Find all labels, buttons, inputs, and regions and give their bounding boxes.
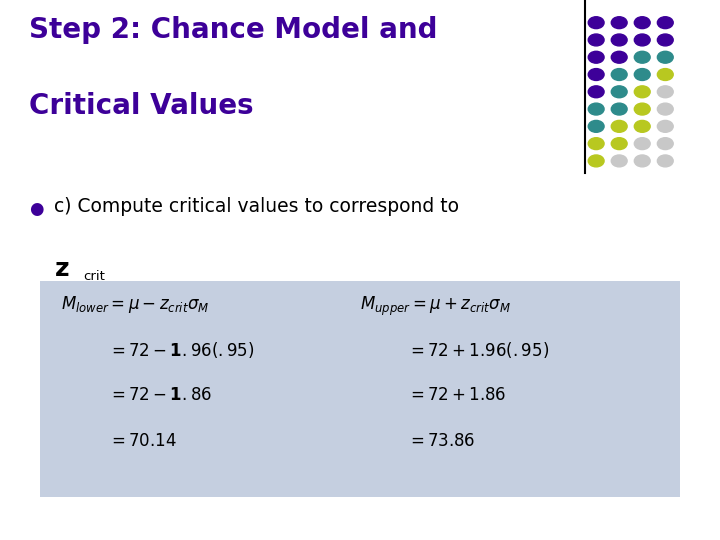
Text: Critical Values: Critical Values [29,92,253,120]
Text: $M_{lower} = \mu - z_{crit}\sigma_M$: $M_{lower} = \mu - z_{crit}\sigma_M$ [61,294,210,315]
Circle shape [634,138,650,150]
Circle shape [611,69,627,80]
Circle shape [634,34,650,46]
Circle shape [657,69,673,80]
Circle shape [611,138,627,150]
Text: $\mathbf{z}$: $\mathbf{z}$ [54,256,69,280]
Circle shape [634,17,650,29]
Circle shape [588,51,604,63]
Circle shape [611,103,627,115]
Text: $= 72 - \mathbf{1}.96(.95)$: $= 72 - \mathbf{1}.96(.95)$ [108,340,254,360]
FancyBboxPatch shape [40,281,680,497]
Circle shape [634,86,650,98]
Circle shape [611,86,627,98]
Circle shape [634,69,650,80]
Circle shape [657,34,673,46]
Text: $= 72 + 1.86$: $= 72 + 1.86$ [407,386,506,404]
Circle shape [657,138,673,150]
Circle shape [588,138,604,150]
Circle shape [657,86,673,98]
Circle shape [588,120,604,132]
Text: $M_{upper} = \mu + z_{crit}\sigma_M$: $M_{upper} = \mu + z_{crit}\sigma_M$ [360,294,510,318]
Circle shape [611,120,627,132]
Circle shape [611,34,627,46]
Circle shape [611,155,627,167]
Circle shape [611,51,627,63]
Circle shape [634,155,650,167]
Circle shape [657,120,673,132]
Text: c) Compute critical values to correspond to: c) Compute critical values to correspond… [54,197,459,216]
Circle shape [634,120,650,132]
Circle shape [588,86,604,98]
Text: $= 73.86$: $= 73.86$ [407,432,475,450]
Circle shape [588,155,604,167]
Text: $= 70.14$: $= 70.14$ [108,432,177,450]
Text: $= 72 - \mathbf{1}.86$: $= 72 - \mathbf{1}.86$ [108,386,212,404]
Circle shape [634,103,650,115]
Circle shape [588,17,604,29]
Circle shape [588,103,604,115]
Circle shape [634,51,650,63]
Text: Step 2: Chance Model and: Step 2: Chance Model and [29,16,437,44]
Circle shape [588,34,604,46]
Circle shape [611,17,627,29]
Circle shape [657,103,673,115]
Circle shape [657,17,673,29]
Text: ●: ● [29,200,43,218]
Circle shape [657,51,673,63]
Text: crit: crit [83,270,104,283]
Circle shape [588,69,604,80]
Text: $= 72 + 1.96(.95)$: $= 72 + 1.96(.95)$ [407,340,549,360]
Circle shape [657,155,673,167]
